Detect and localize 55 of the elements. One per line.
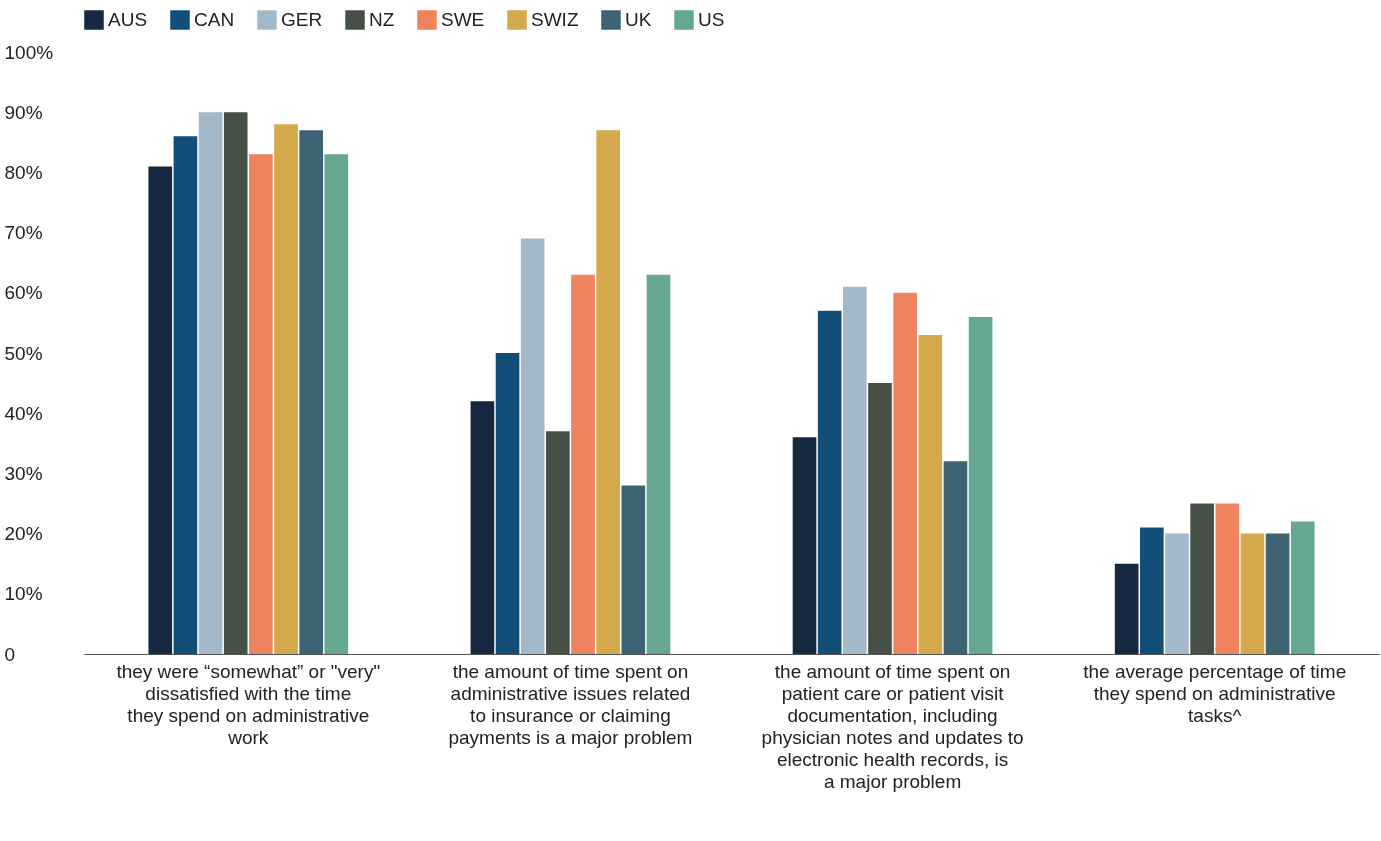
y-tick-label: 40% xyxy=(4,402,43,424)
legend-label: SWE xyxy=(441,9,485,30)
y-tick-label: 60% xyxy=(4,282,43,304)
bar xyxy=(1290,521,1315,654)
bar xyxy=(596,130,620,654)
bar xyxy=(495,353,520,654)
legend-label: GER xyxy=(281,9,323,30)
y-tick-label: 30% xyxy=(4,462,43,484)
bar xyxy=(1165,533,1189,654)
bar xyxy=(571,274,595,654)
y-tick-label: 10% xyxy=(4,583,43,605)
bar xyxy=(1190,503,1214,654)
bar xyxy=(1215,503,1240,654)
bar xyxy=(249,154,273,654)
bar xyxy=(223,112,248,654)
x-tick-label: they were “somewhat” or "very" dissatisfied with the time they spend on administrative work xyxy=(116,660,381,748)
bar xyxy=(918,334,943,654)
bar xyxy=(173,136,198,654)
bar xyxy=(274,124,298,654)
bar xyxy=(968,316,993,654)
bar xyxy=(893,292,917,654)
y-tick-label: 70% xyxy=(4,222,43,244)
bar xyxy=(943,461,968,654)
x-tick-label: the average percentage of time they spend on administrative tasks^ xyxy=(1083,660,1347,726)
bar xyxy=(817,310,842,654)
bar xyxy=(546,431,570,654)
bar xyxy=(299,130,323,654)
bar xyxy=(470,401,495,654)
y-tick-label: 50% xyxy=(4,342,43,364)
y-tick-label: 80% xyxy=(4,161,43,183)
bar xyxy=(1140,527,1164,654)
bar xyxy=(843,286,867,654)
bar xyxy=(198,112,223,654)
y-tick-label: 0 xyxy=(4,643,16,665)
bar xyxy=(1240,533,1265,654)
bar xyxy=(1114,563,1139,654)
legend-label: UK xyxy=(625,9,652,30)
bar xyxy=(792,437,817,654)
bar xyxy=(520,238,545,654)
bar xyxy=(324,154,349,654)
legend-label: NZ xyxy=(369,9,395,30)
legend-label: US xyxy=(698,9,725,30)
x-tick-label: the amount of time spent on patient care or patient visit documentation, including physician notes and updates to electronic health records, is a major problem xyxy=(761,660,1024,792)
legend-label: AUS xyxy=(108,9,148,30)
bar xyxy=(1265,533,1290,654)
y-tick-label: 20% xyxy=(4,523,43,545)
y-tick-label: 90% xyxy=(4,101,43,123)
legend-label: CAN xyxy=(194,9,235,30)
x-tick-label: the amount of time spent on administrative issues related to insurance or claiming payments is a major problem xyxy=(448,660,693,748)
y-tick-label: 100% xyxy=(4,41,54,63)
bar xyxy=(646,274,671,654)
bar xyxy=(868,383,892,654)
bar xyxy=(621,485,646,654)
bar xyxy=(148,166,173,654)
legend-label: SWIZ xyxy=(531,9,579,30)
